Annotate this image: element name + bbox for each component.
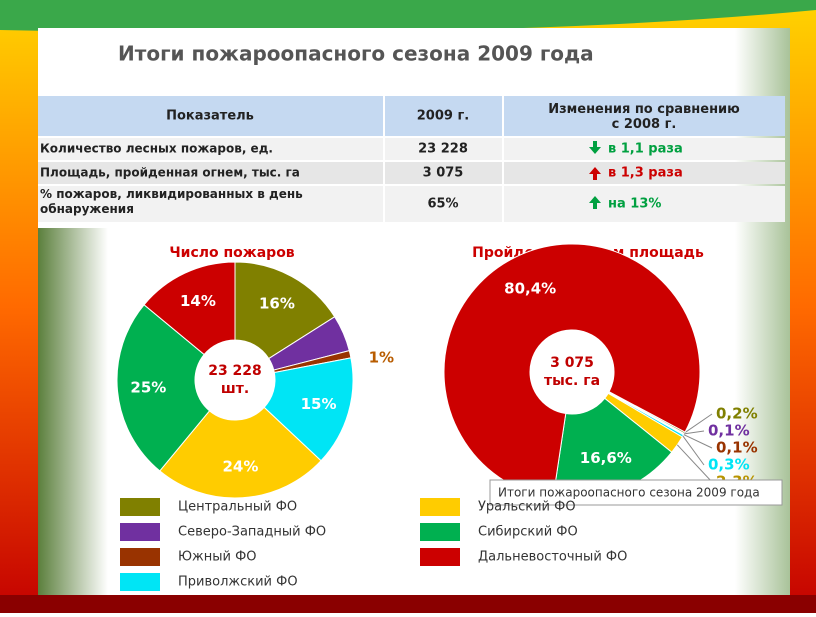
table-cell: 65% — [427, 197, 458, 212]
bottom-band — [0, 595, 816, 613]
table-cell: в 1,1 раза — [608, 142, 683, 157]
center-label: 23 228 — [208, 363, 262, 379]
legend-swatch — [120, 573, 160, 591]
legend-swatch — [420, 498, 460, 516]
tooltip-box — [489, 479, 783, 506]
table-cell-wrap: % пожаров, ликвидированных в день обнару… — [40, 187, 303, 216]
donut-hole — [195, 340, 275, 420]
legend-label: Дальневосточный ФО — [478, 550, 627, 565]
header-cell — [504, 96, 785, 136]
row-bg — [38, 138, 785, 160]
value-label: 15% — [301, 395, 337, 413]
value-label: 14% — [180, 292, 216, 310]
table-cell: на 13% — [608, 197, 661, 212]
leader-line — [676, 444, 713, 483]
legend-label: Уральский ФО — [478, 500, 576, 515]
legend-label: Сибирский ФО — [478, 525, 578, 540]
value-label: 24% — [223, 457, 259, 475]
chart-title: Число пожаров — [169, 245, 294, 261]
legend-swatch — [120, 523, 160, 541]
header-cell — [38, 96, 383, 136]
legend-label: Центральный ФО — [178, 500, 297, 515]
leader-line — [684, 413, 713, 434]
legend-label: Северо-Западный ФО — [178, 525, 326, 540]
value-label: 25% — [130, 379, 166, 397]
row-bg — [38, 186, 785, 222]
donut-hole — [530, 330, 614, 414]
legend-swatch — [120, 498, 160, 516]
value-label: 16% — [259, 294, 295, 312]
table-cell: 3 075 — [423, 166, 464, 181]
row-bg — [38, 162, 785, 184]
legend-swatch — [420, 548, 460, 566]
value-label: 0,1% — [708, 422, 750, 440]
value-label: 5% — [356, 323, 381, 341]
leader-line — [683, 430, 705, 435]
top-band — [0, 0, 816, 33]
value-label: 0,2% — [716, 405, 758, 423]
value-label: 0,1% — [716, 439, 758, 457]
table-cell: в 1,3 раза — [608, 166, 683, 181]
forest-left — [38, 228, 108, 595]
header-cell — [385, 96, 502, 136]
table-header: 2009 г. — [417, 109, 469, 124]
value-label: 80,4% — [504, 279, 556, 297]
table-cell: Площадь, пройденная огнем, тыс. га — [40, 166, 300, 180]
center-label: шт. — [221, 381, 249, 397]
legend-swatch — [420, 523, 460, 541]
table-cell: % пожаров, ликвидированных в день обнару… — [40, 187, 303, 216]
tooltip: Итоги пожароопасного сезона 2009 года — [498, 486, 760, 500]
value-label: 1% — [369, 348, 394, 366]
legend-label: Приволжский ФО — [178, 575, 298, 590]
slide-title: Итоги пожароопасного сезона 2009 года — [118, 42, 594, 66]
center-label: 3 075 — [550, 355, 594, 371]
table-header: Показатель — [166, 109, 254, 124]
table: Показатель 2009 г. Изменения по сравнени… — [38, 96, 785, 222]
legend-label: Южный ФО — [178, 550, 257, 565]
table-cell: Количество лесных пожаров, ед. — [40, 142, 273, 156]
leader-line — [683, 434, 713, 449]
table-header: Изменения по сравнению с 2008 г. — [548, 102, 740, 132]
value-label: 0,3% — [708, 456, 750, 474]
table-cell: 23 228 — [418, 142, 468, 157]
legend-swatch — [120, 548, 160, 566]
value-label: 16,6% — [580, 449, 632, 467]
center-label: тыс. га — [544, 373, 600, 389]
leader-line — [682, 435, 705, 466]
